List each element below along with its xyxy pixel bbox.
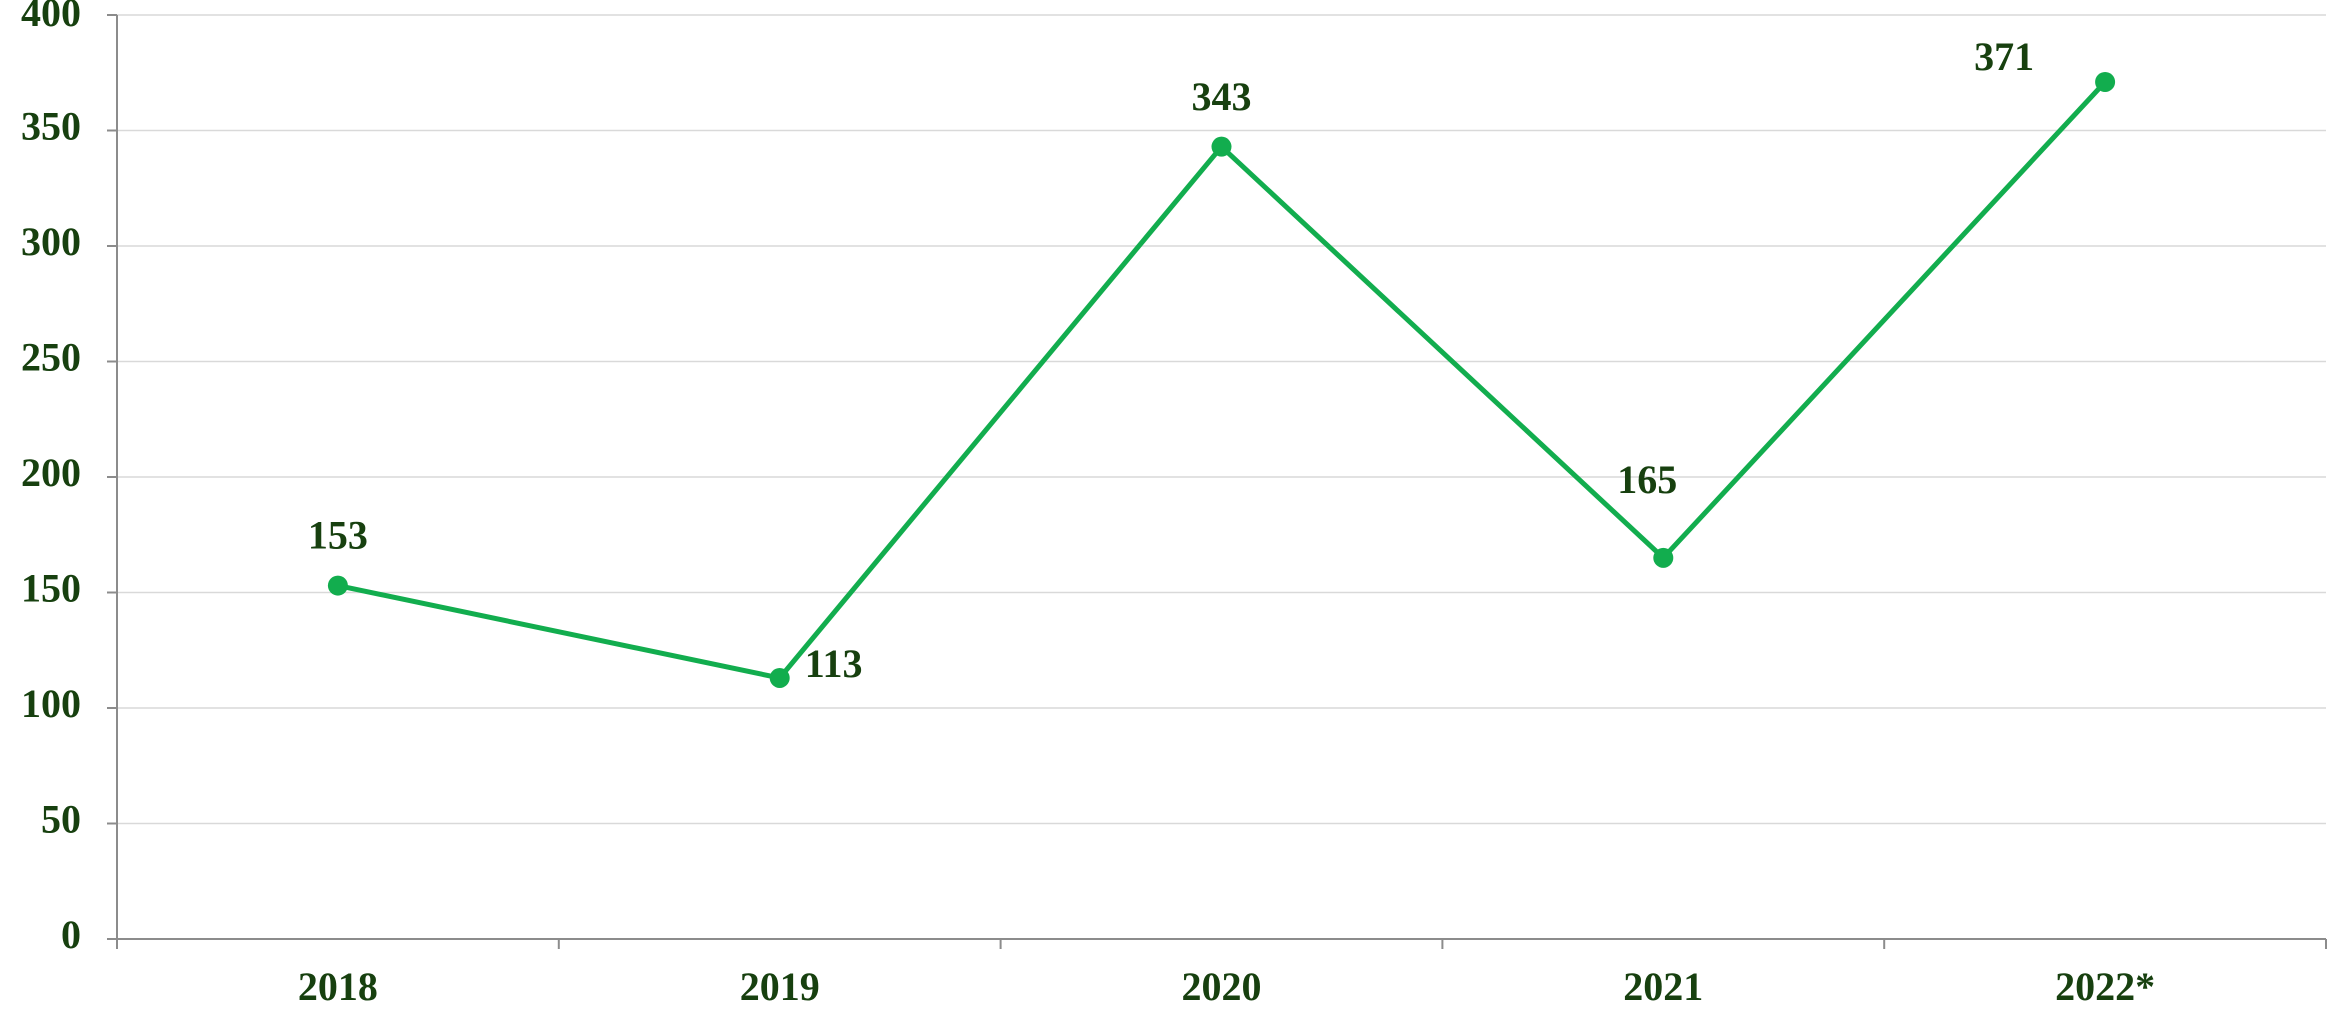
data-label: 371	[1974, 34, 2034, 79]
x-tick-label: 2021	[1623, 964, 1703, 1009]
y-tick-label: 100	[21, 681, 81, 726]
marker	[1653, 547, 1674, 568]
line	[337, 80, 2107, 681]
data-label: 113	[805, 641, 863, 686]
marker	[327, 575, 348, 596]
x-tick-label: 2022*	[2055, 964, 2155, 1009]
y-tick-label: 250	[21, 335, 81, 380]
marker	[769, 667, 790, 688]
y-tick-label: 50	[41, 797, 81, 842]
x-tick-label: 2019	[740, 964, 820, 1009]
x-tick-label: 2018	[298, 964, 378, 1009]
y-tick-label: 0	[61, 912, 81, 957]
data-label: 153	[308, 513, 368, 558]
marker	[2095, 71, 2116, 92]
y-tick-label: 150	[21, 566, 81, 611]
y-tick-label: 200	[21, 450, 81, 495]
y-tick-label: 300	[21, 219, 81, 264]
data-label: 165	[1617, 457, 1677, 502]
y-tick-label: 400	[21, 0, 81, 35]
y-tick-label: 350	[21, 104, 81, 149]
marker	[1211, 136, 1232, 157]
data-label: 343	[1192, 74, 1252, 119]
x-tick-label: 2020	[1182, 964, 1262, 1009]
